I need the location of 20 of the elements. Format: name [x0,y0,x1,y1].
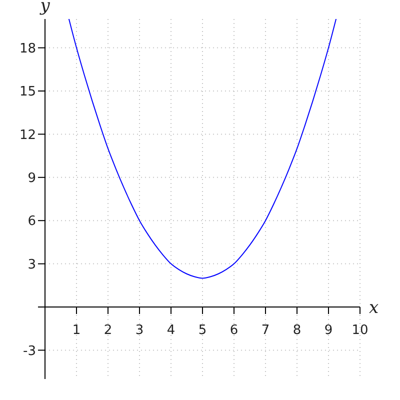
x-tick-label: 8 [292,323,302,338]
y-tick-label: 12 [19,128,36,143]
y-tick-label: 3 [28,257,36,272]
y-tick-label: 6 [28,214,36,230]
line-series [68,19,337,279]
y-axis-title: y [39,0,50,16]
x-tick-label: 3 [135,323,144,338]
x-tick-label: 10 [352,323,368,338]
y-tick-label: -3 [23,344,36,359]
x-tick-label: 2 [104,323,112,338]
x-axis-title: x [369,298,379,318]
x-tick-label: 4 [166,323,176,338]
x-tick-label: 1 [72,323,81,338]
x-tick-label: 7 [261,323,270,338]
y-tick-label: 9 [28,171,36,186]
x-tick-label: 5 [198,323,207,338]
y-tick-label: 15 [19,84,36,100]
x-tick-label: 6 [230,323,238,338]
y-tick-label: 18 [19,41,36,56]
x-tick-label: 9 [324,323,333,338]
